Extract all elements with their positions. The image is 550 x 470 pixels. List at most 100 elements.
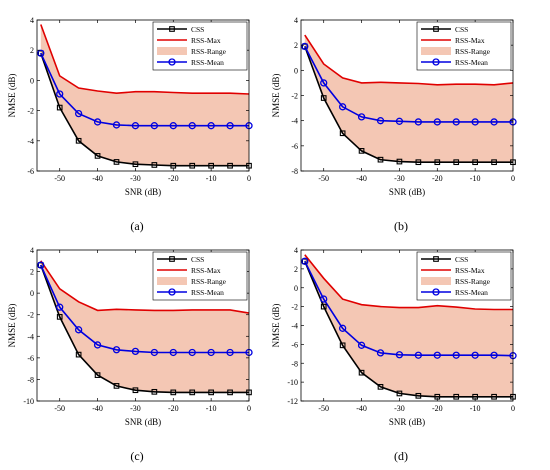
legend-marker <box>432 58 440 66</box>
point-css <box>56 314 63 320</box>
point-css <box>132 387 139 394</box>
point-css <box>170 389 177 396</box>
legend-label: RSS-Mean <box>455 288 488 297</box>
y-tick-label: 2 <box>294 265 298 274</box>
point-rss-mean <box>433 118 441 126</box>
legend-label: CSS <box>455 25 468 34</box>
legend-marker <box>169 26 175 32</box>
y-tick-label: 0 <box>294 284 298 293</box>
point-css <box>301 43 308 50</box>
point-rss-mean <box>188 122 196 130</box>
y-tick-label: -2 <box>291 303 298 312</box>
legend-marker <box>168 58 176 66</box>
point-rss-mean <box>188 348 196 357</box>
y-tick-label: -6 <box>291 142 298 151</box>
y-tick-label: -2 <box>291 92 298 101</box>
point-rss-mean <box>357 113 366 121</box>
legend-label: RSS-Max <box>455 36 485 45</box>
legend-label: RSS-Mean <box>191 58 224 67</box>
point-rss-mean <box>471 118 479 126</box>
legend-label: RSS-Range <box>455 47 491 56</box>
point-css <box>415 159 422 166</box>
series-line-rss-max <box>304 34 514 86</box>
point-rss-mean <box>74 109 83 118</box>
point-css <box>37 262 44 268</box>
point-css <box>415 392 422 399</box>
point-css <box>151 162 158 168</box>
point-css <box>189 162 196 169</box>
point-css <box>37 50 44 57</box>
x-tick-label: -20 <box>432 174 443 183</box>
x-tick-label: -50 <box>318 174 329 183</box>
point-rss-mean <box>452 118 460 126</box>
legend-label: RSS-Max <box>191 266 221 275</box>
point-rss-mean <box>490 351 498 359</box>
y-tick-label: -2 <box>27 107 34 116</box>
y-tick-label: -4 <box>291 322 298 331</box>
point-rss-mean <box>490 118 498 126</box>
point-rss-mean <box>56 303 64 311</box>
point-css <box>453 159 460 166</box>
panel-caption: (b) <box>394 219 408 233</box>
legend-swatch <box>157 47 187 55</box>
point-rss-mean <box>169 348 177 357</box>
point-css <box>434 159 441 166</box>
point-css <box>227 162 233 169</box>
legend: CSS RSS-Max RSS-Range RSS-Mean <box>416 251 512 301</box>
x-tick-label: -40 <box>356 174 367 183</box>
panel-caption: (c) <box>130 449 143 463</box>
series-line-css <box>40 52 249 167</box>
y-tick-label: 0 <box>294 66 298 75</box>
y-tick-label: -6 <box>27 167 34 176</box>
point-css <box>396 158 403 165</box>
point-rss-mean <box>150 122 159 130</box>
point-css <box>453 393 460 400</box>
legend-label: RSS-Mean <box>191 288 224 297</box>
x-tick-label: 0 <box>511 174 515 183</box>
legend: CSS RSS-Max RSS-Range RSS-Mean <box>152 21 248 71</box>
y-tick-label: -6 <box>291 340 298 349</box>
y-axis-label: NMSE (dB) <box>271 304 281 348</box>
range-area <box>304 35 513 163</box>
legend-marker <box>168 288 176 296</box>
point-css <box>377 156 384 163</box>
y-tick-label: -12 <box>287 397 298 406</box>
point-rss-mean <box>56 90 64 98</box>
y-tick-label: 4 <box>30 16 34 25</box>
y-tick-label: -10 <box>23 397 34 406</box>
plot-frame <box>36 249 250 402</box>
point-rss-mean <box>131 347 140 356</box>
x-tick-label: -30 <box>394 174 405 183</box>
point-css <box>227 389 233 396</box>
point-rss-mean <box>207 348 215 357</box>
x-tick-label: -30 <box>130 404 141 413</box>
point-css <box>339 342 346 349</box>
x-tick-label: -20 <box>168 174 179 183</box>
point-css <box>208 389 214 396</box>
y-tick-label: -4 <box>27 137 34 146</box>
legend-label: RSS-Max <box>191 36 221 45</box>
x-tick-label: -10 <box>206 404 217 413</box>
x-axis-label: SNR (dB) <box>389 187 425 197</box>
legend-swatch <box>421 47 451 55</box>
x-tick-label: 0 <box>247 174 251 183</box>
plot-frame <box>36 19 250 172</box>
legend-marker <box>433 256 439 262</box>
panel-caption: (d) <box>394 449 408 463</box>
y-axis-label: NMSE (dB) <box>7 74 17 118</box>
point-rss-mean <box>471 351 479 359</box>
panel-caption: (a) <box>130 219 143 233</box>
y-tick-label: 2 <box>30 268 34 277</box>
point-rss-mean <box>169 122 177 130</box>
y-tick-label: 2 <box>30 46 34 55</box>
point-css <box>94 372 101 378</box>
y-axis-label: NMSE (dB) <box>7 304 17 348</box>
series-line-css <box>40 264 249 394</box>
point-rss-mean <box>338 324 347 332</box>
legend-swatch <box>421 277 451 285</box>
x-tick-label: -10 <box>206 174 217 183</box>
point-css <box>358 148 365 154</box>
